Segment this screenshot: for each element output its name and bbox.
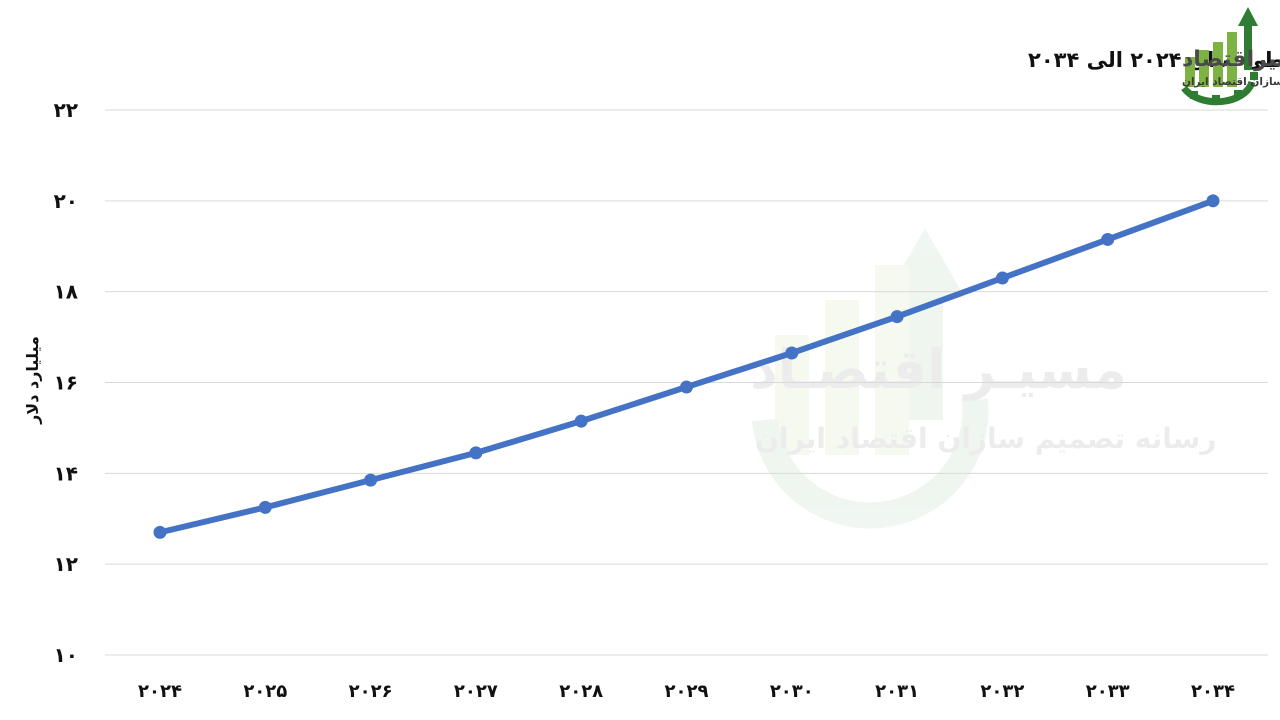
x-tick-label: ۲۰۲۴	[138, 681, 182, 702]
data-point	[258, 500, 272, 514]
watermark: مسیـر اقتصـاد رسانه تصمیم سازان اقتصاد ا…	[750, 228, 1216, 529]
x-tick-label: ۲۰۳۴	[1191, 681, 1235, 702]
x-tick-label: ۲۰۳۳	[1086, 681, 1130, 702]
watermark-tagline: رسانه تصمیم سازان اقتصاد ایران	[755, 422, 1216, 455]
x-tick-label: ۲۰۳۲	[980, 681, 1024, 702]
y-tick-label: ۱۰	[54, 643, 78, 667]
data-point	[890, 310, 904, 324]
data-point	[153, 525, 167, 539]
logo-emblem-icon	[1181, 7, 1258, 106]
data-point	[1206, 194, 1220, 208]
data-point	[574, 414, 588, 428]
data-point	[995, 271, 1009, 285]
x-axis-ticks: ۲۰۲۴ ۲۰۲۵ ۲۰۲۶ ۲۰۲۷ ۲۰۲۸ ۲۰۲۹ ۲۰۳۰ ۲۰۳۱ ۲۰۳۲ ۲۰۳۳…	[138, 681, 1235, 702]
x-tick-label: ۲۰۲۹	[665, 681, 709, 702]
data-point	[785, 346, 799, 360]
x-tick-label: ۲۰۳۰	[770, 681, 814, 702]
y-tick-label: ۲۰	[54, 189, 78, 213]
logo-name: مسیراقتصاد	[1182, 47, 1280, 72]
y-tick-label: ۱۲	[54, 552, 78, 576]
brand-logo: مسیراقتصاد رسانه تصمیم سازان اقتصاد ایرا…	[1181, 7, 1280, 106]
x-tick-label: ۲۰۳۱	[875, 681, 919, 702]
watermark-emblem-icon	[752, 228, 989, 529]
data-point	[364, 473, 378, 487]
y-tick-label: ۲۲	[54, 98, 78, 122]
data-point	[469, 446, 483, 460]
y-axis-ticks: ۱۰ ۱۲ ۱۴ ۱۶ ۱۸ ۲۰ ۲۲	[54, 98, 78, 667]
logo-tagline: رسانه تصمیم سازان اقتصاد ایران	[1182, 76, 1280, 88]
series-group	[153, 194, 1220, 539]
y-axis-label: میلیارد دلار	[23, 336, 42, 425]
chart-title: ارزش بازار پِت بازیافتی در منطقه آسیا و …	[1028, 47, 1280, 76]
x-tick-label: ۲۰۲۶	[349, 681, 393, 702]
y-tick-label: ۱۶	[54, 371, 78, 395]
x-tick-label: ۲۰۲۷	[454, 681, 498, 702]
x-tick-label: ۲۰۲۸	[559, 681, 603, 702]
y-tick-label: ۱۴	[54, 461, 78, 485]
data-point	[680, 380, 693, 394]
x-tick-label: ۲۰۲۵	[243, 681, 287, 702]
data-point	[1101, 232, 1115, 246]
y-tick-label: ۱۸	[54, 280, 78, 304]
